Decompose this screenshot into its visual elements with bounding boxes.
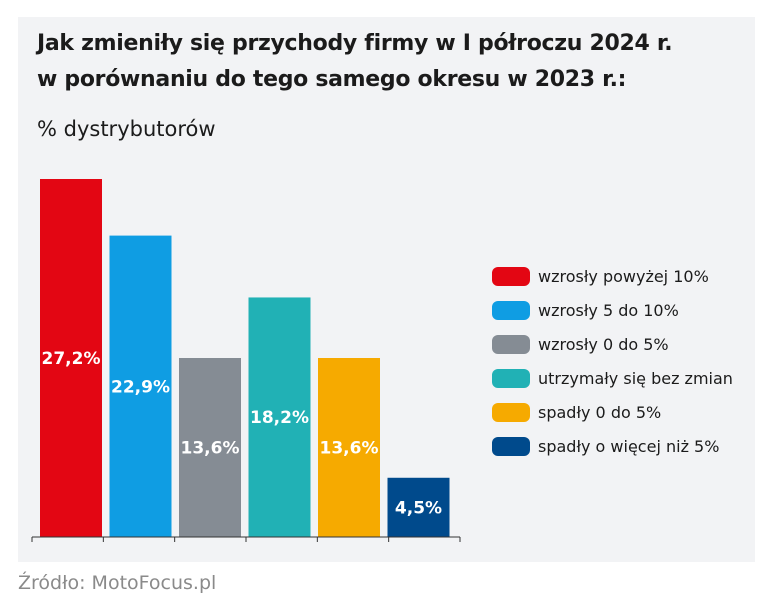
legend-item: spadły o więcej niż 5% <box>492 433 733 459</box>
legend-label: utrzymały się bez zmian <box>538 368 733 388</box>
legend-label: spadły o więcej niż 5% <box>538 436 720 456</box>
bar <box>179 358 241 537</box>
bar-value-label: 18,2% <box>250 408 309 428</box>
legend-item: wzrosły 5 do 10% <box>492 297 733 323</box>
bar-value-label: 27,2% <box>42 349 101 369</box>
legend-swatch <box>492 368 530 388</box>
legend-swatch <box>492 402 530 422</box>
legend-item: utrzymały się bez zmian <box>492 365 733 391</box>
bar-value-label: 22,9% <box>111 377 170 397</box>
legend-item: wzrosły 0 do 5% <box>492 331 733 357</box>
chart-subtitle: % dystrybutorów <box>37 117 216 141</box>
legend-item: spadły 0 do 5% <box>492 399 733 425</box>
legend-item: wzrosły powyżej 10% <box>492 263 733 289</box>
bar <box>387 477 450 537</box>
legend-swatch <box>492 334 530 354</box>
legend-swatch <box>492 300 530 320</box>
legend-swatch <box>492 266 530 286</box>
title-line-2: w porównaniu do tego samego okresu w 202… <box>37 67 627 92</box>
legend-label: spadły 0 do 5% <box>538 402 662 422</box>
bar-value-label: 13,6% <box>320 439 379 459</box>
legend-swatch <box>492 436 530 456</box>
bar <box>109 235 172 537</box>
legend-label: wzrosły 5 do 10% <box>538 300 679 320</box>
bar-value-label: 4,5% <box>395 498 442 518</box>
legend: wzrosły powyżej 10% wzrosły 5 do 10% wzr… <box>492 263 733 467</box>
bar <box>318 358 380 537</box>
legend-label: wzrosły 0 do 5% <box>538 334 669 354</box>
bar <box>248 297 311 537</box>
legend-label: wzrosły powyżej 10% <box>538 266 709 286</box>
chart-title: Jak zmieniły się przychody firmy w I pół… <box>37 26 737 98</box>
source-note: Źródło: MotoFocus.pl <box>18 572 217 594</box>
bar <box>40 179 102 537</box>
bar-value-label: 13,6% <box>181 439 240 459</box>
title-line-1: Jak zmieniły się przychody firmy w I pół… <box>37 31 673 56</box>
